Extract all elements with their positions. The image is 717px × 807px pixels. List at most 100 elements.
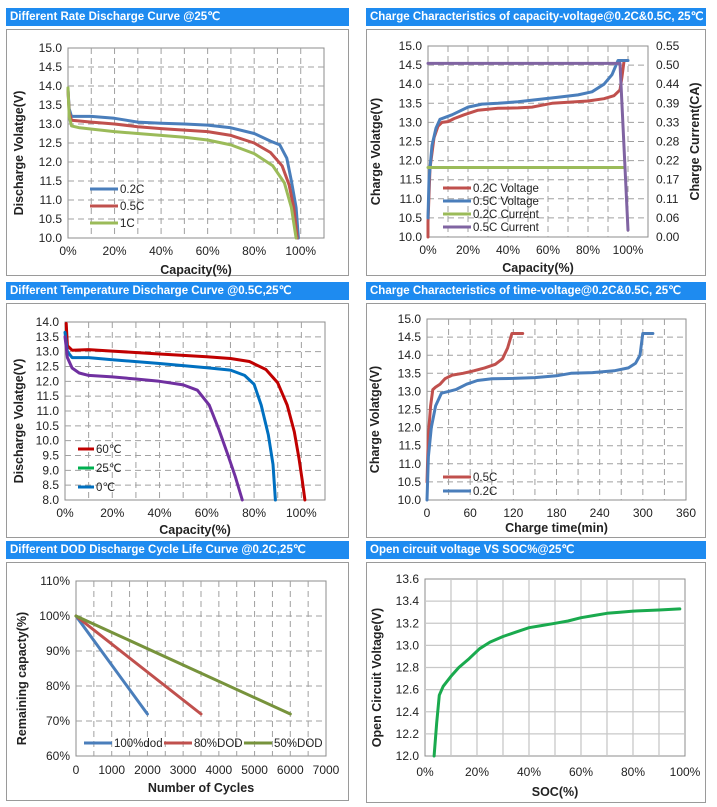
series-line-0-5c: [66, 88, 299, 240]
series-line-0-2c: [425, 332, 655, 502]
x-tick-label: 80%: [242, 244, 266, 258]
x-axis-title: Capacity(%): [502, 261, 574, 275]
x-tick-label: 2000: [134, 763, 161, 777]
series-line-80-dod: [74, 614, 203, 716]
y-tick-label: 11.0: [40, 193, 63, 207]
legend-label: 0.2C Current: [473, 209, 540, 221]
y-axis-title: Discharge Volatge(V): [12, 359, 26, 484]
series-line-0-5c-current: [426, 61, 630, 232]
y-tick-label: 13.0: [399, 115, 423, 129]
y-tick-label: 60%: [46, 749, 70, 763]
series-line-50-dod: [74, 614, 292, 716]
x-axis-title: Number of Cycles: [148, 781, 254, 795]
y-tick-label: 80%: [46, 679, 70, 693]
series-line-1c: [66, 86, 298, 240]
x-tick-label: 1000: [98, 763, 125, 777]
y2-tick-label: 0.22: [656, 154, 680, 168]
panel-capacity-voltage: Charge Characteristics of capacity-volta…: [366, 8, 712, 276]
x-axis-title: SOC(%): [532, 785, 579, 799]
y2-tick-label: 0.33: [656, 115, 680, 129]
legend-label: 60℃: [96, 444, 122, 456]
x-tick-label: 4000: [206, 763, 233, 777]
y-tick-label: 10.0: [36, 434, 60, 448]
panel-rate-discharge: Different Rate Discharge Curve @25℃ 10.0…: [6, 8, 349, 277]
y-tick-label: 12.0: [398, 421, 422, 435]
y-tick-label: 14.5: [39, 60, 63, 74]
y-tick-label: 12.0: [39, 155, 63, 169]
x-tick-label: 0%: [59, 244, 77, 258]
y-axis-title: Remaining capacty(%): [15, 612, 29, 745]
y-tick-label: 14.0: [36, 315, 60, 329]
y-tick-label: 13.0: [398, 384, 422, 398]
y-axis-title: Charge Volatge(V): [369, 98, 383, 205]
x-tick-label: 100%: [285, 244, 316, 258]
y2-tick-label: 0.28: [656, 135, 680, 149]
panel-time-voltage: Charge Characteristics of time-voltage@0…: [366, 282, 712, 538]
y-tick-label: 13.6: [396, 572, 420, 586]
y-tick-label: 13.5: [36, 330, 60, 344]
y-tick-label: 13.0: [396, 638, 420, 652]
x-tick-label: 3000: [170, 763, 197, 777]
y-axis-title: Discharge Volatge(V): [12, 91, 26, 216]
x-tick-label: 80%: [576, 243, 600, 257]
chart-capacity-voltage: 10.0 10.5 11.0 11.5 12.0 12.5 13.0 13.5 14.0 14.5…: [369, 39, 702, 275]
chart-temperature-discharge: 8.08.59.09.510.010.511.011.512.012.513.0…: [12, 315, 326, 537]
y-tick-label: 15.0: [398, 312, 422, 326]
panel-title: Different Rate Discharge Curve @25℃: [6, 8, 349, 26]
chart-rate-discharge: 10.0 10.5 11.0 11.5 12.0 12.5 13.0 13.5 14.0 14.5…: [12, 41, 325, 277]
y-tick-label: 12.6: [396, 683, 420, 697]
y-tick-label: 8.0: [42, 493, 59, 507]
y-tick-label: 11.5: [400, 173, 423, 187]
y-tick-label: 11.0: [37, 404, 60, 418]
x-tick-label: 7000: [313, 763, 340, 777]
y-tick-label: 90%: [46, 644, 70, 658]
y-tick-label: 10.5: [36, 419, 60, 433]
y2-tick-label: 0.11: [656, 192, 679, 206]
x-tick-label: 60%: [536, 243, 560, 257]
y-tick-label: 9.0: [42, 463, 59, 477]
y-tick-label: 10.5: [399, 211, 423, 225]
panel-ocv-soc: Open circuit voltage VS SOC%@25℃ 12.0 12.…: [366, 541, 712, 803]
y-tick-label: 12.5: [36, 360, 60, 374]
y-tick-label: 100%: [39, 609, 70, 623]
x-tick-label: 20%: [100, 506, 124, 520]
x-tick-label: 120: [503, 506, 523, 520]
x-tick-label: 100%: [613, 243, 644, 257]
series-line-0-: [63, 330, 277, 502]
y-tick-label: 13.5: [398, 366, 422, 380]
x-tick-label: 20%: [465, 765, 489, 779]
y2-axis-title: Charge Current(CA): [688, 82, 702, 200]
y-tick-label: 14.5: [398, 330, 422, 344]
y-tick-label: 14.0: [39, 79, 63, 93]
y-axis-title: Charge Volatge(V): [368, 366, 382, 473]
y-tick-label: 10.0: [398, 493, 422, 507]
x-tick-label: 60%: [569, 765, 593, 779]
x-axis-title: Capacity(%): [160, 263, 232, 277]
y-tick-label: 8.5: [42, 478, 59, 492]
y-tick-label: 15.0: [39, 41, 63, 55]
x-tick-label: 0: [73, 763, 80, 777]
x-tick-label: 360: [676, 506, 696, 520]
y-tick-label: 13.2: [396, 616, 420, 630]
y2-tick-label: 0.06: [656, 211, 680, 225]
legend-label: 0.5C Voltage: [473, 196, 539, 208]
y-tick-label: 15.0: [399, 39, 423, 53]
legend-label: 0.2C: [473, 486, 497, 498]
y-tick-label: 10.5: [398, 475, 422, 489]
y2-tick-label: 0.50: [656, 58, 680, 72]
series-line-series-3: [63, 335, 244, 502]
series-line-0-2c: [66, 88, 300, 240]
y-tick-label: 11.0: [399, 457, 422, 471]
panel-title: Charge Characteristics of time-voltage@0…: [366, 282, 706, 300]
y-tick-label: 14.5: [399, 58, 423, 72]
panel-title: Charge Characteristics of capacity-volta…: [366, 8, 706, 26]
legend-label: 0.2C: [120, 184, 144, 196]
panel-temperature-discharge: Different Temperature Discharge Curve @0…: [6, 282, 349, 538]
y-tick-label: 14.0: [398, 348, 422, 362]
legend-label: 50%DOD: [274, 738, 323, 750]
legend-label: 100%dod: [114, 738, 163, 750]
legend-label: 0.5C Current: [473, 222, 540, 234]
y-tick-label: 10.0: [39, 231, 63, 245]
y-tick-label: 12.5: [39, 136, 63, 150]
x-tick-label: 20%: [103, 244, 127, 258]
